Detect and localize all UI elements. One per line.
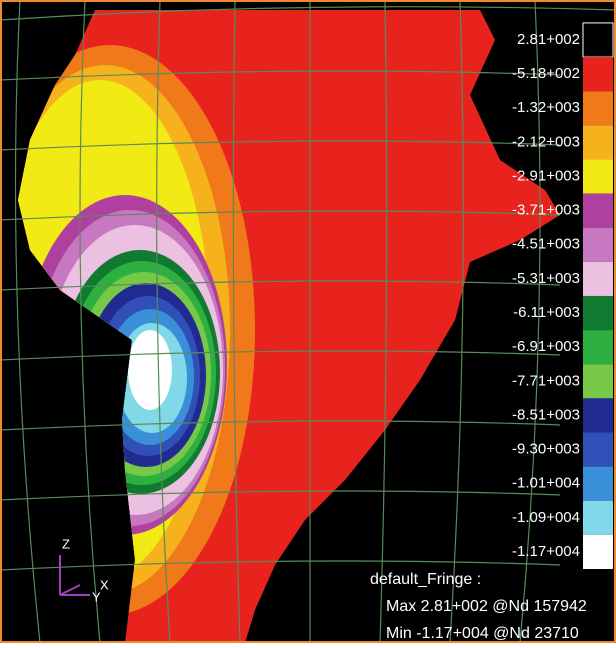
legend-swatch [583,194,613,228]
result-min: Min -1.17+004 @Nd 23710 [386,625,579,642]
legend-label: -8.51+003 [512,406,580,423]
legend-label: -7.71+003 [512,372,580,389]
legend-swatch [583,57,613,91]
legend-swatch [583,228,613,262]
legend-swatch [583,23,613,57]
legend-label: -2.91+003 [512,167,580,184]
result-max: Max 2.81+002 @Nd 157942 [386,598,587,615]
legend-label: -5.31+003 [512,270,580,287]
legend-label: -6.91+003 [512,338,580,355]
legend-label: -9.30+003 [512,441,580,458]
legend-label: -6.11+003 [513,304,580,321]
legend-label: -1.09+004 [512,509,580,526]
legend-label: -1.32+003 [512,99,580,116]
legend-swatch [583,364,613,398]
legend-label: -5.18+002 [512,65,580,82]
legend-label: -1.01+004 [512,475,580,492]
legend-swatch [583,125,613,159]
result-title: default_Fringe : [370,571,481,588]
triad-z: Z [62,536,70,551]
legend-swatch [583,467,613,501]
legend-label: -4.51+003 [512,236,580,253]
legend-swatch [583,330,613,364]
legend-label: -2.12+003 [512,133,580,150]
legend-swatch [583,398,613,432]
legend-swatch [583,432,613,466]
legend-swatch [583,501,613,535]
legend-label: 2.81+002 [517,31,580,48]
fringe-view: Z Y X default_Fringe : Max 2.81+002 @Nd … [0,0,616,643]
legend-swatch [583,159,613,193]
legend-swatch [583,262,613,296]
triad-x: X [100,577,109,592]
legend-swatch [583,535,613,569]
legend-label: -1.17+004 [512,543,580,560]
legend-swatch [583,91,613,125]
legend-swatch [583,296,613,330]
legend-label: -3.71+003 [512,202,580,219]
